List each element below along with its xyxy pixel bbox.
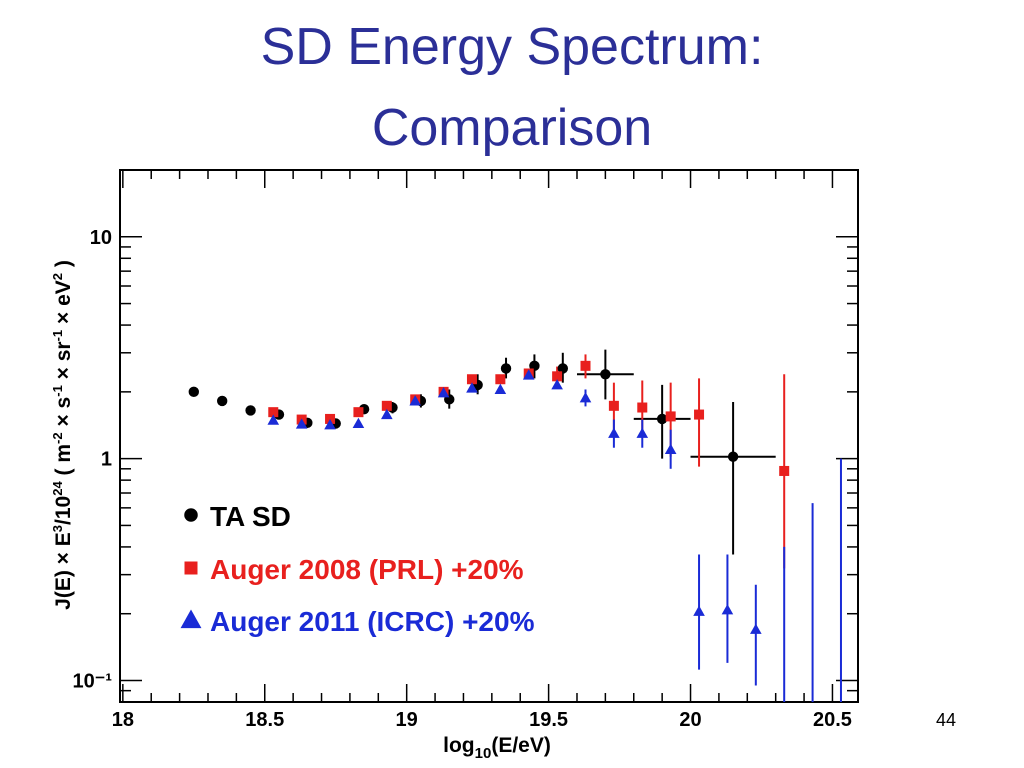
x-tick-label: 19 (396, 709, 418, 731)
auger-2008-point (325, 413, 336, 424)
y-axis-label: J(E) × E3/1024 ( m-2 × s-1 × sr-1 × eV2 … (50, 260, 75, 610)
x-axis-label: log10(E/eV) (443, 734, 551, 762)
auger-2011-point (494, 383, 507, 394)
auger-2008-point (779, 465, 790, 476)
auger-2011-point (409, 395, 421, 406)
auger-2008-point (637, 402, 648, 413)
auger-2011-point (381, 408, 393, 420)
auger-2011-point (608, 427, 620, 438)
auger-2011-point (750, 623, 762, 634)
auger-2011-point (636, 427, 649, 438)
auger-2011-point (551, 379, 563, 390)
x-tick-label: 20.5 (813, 709, 852, 731)
slide-title-line-2: Comparison (371, 99, 653, 157)
ta-sd-point (188, 386, 199, 398)
y-tick-label: 10 (90, 227, 112, 249)
auger-2008-point (665, 411, 676, 422)
ta-sd-point (600, 369, 611, 380)
auger-2008-point (353, 407, 364, 418)
auger-2011-point (579, 392, 592, 403)
auger-2011-legend-label: Auger 2011 (ICRC) +20% (210, 606, 535, 637)
ta-sd-point (557, 363, 568, 374)
auger-2011-legend-marker (180, 609, 202, 629)
ta-sd-point (727, 451, 739, 462)
auger-2008-point (495, 374, 506, 385)
auger-2008-point (466, 374, 477, 385)
x-tick-label: 19.5 (529, 709, 568, 731)
auger-2011-point (437, 387, 450, 398)
ta-sd-point (500, 363, 512, 374)
auger-2011-point (693, 605, 705, 616)
x-tick-label: 20 (679, 709, 701, 731)
auger-2008-point (381, 400, 392, 411)
auger-2008-legend-label: Auger 2008 (PRL) +20% (210, 554, 524, 585)
plot-frame (119, 169, 859, 703)
x-tick-label: 18.5 (245, 709, 284, 731)
y-tick-label: 10⁻¹ (73, 670, 113, 692)
auger-2008-point (694, 409, 705, 420)
auger-2008-point (268, 407, 279, 418)
auger-2011-point (466, 382, 478, 393)
ta-sd-legend-label: TA SD (210, 501, 291, 532)
auger-2011-point (664, 443, 677, 454)
auger-2008-point (552, 371, 563, 382)
chart-legend: TA SD Auger 2008 (PRL) +20% Auger 2011 (IC… (180, 501, 535, 637)
auger-2011-point (352, 417, 365, 429)
x-tick-label: 18 (112, 709, 134, 731)
ta-sd-point (216, 395, 228, 407)
auger-2008-point (608, 400, 619, 411)
auger-2011-point (721, 604, 734, 615)
auger-2011-point (295, 418, 308, 429)
page-number: 44 (936, 710, 957, 730)
ta-sd-legend-marker (184, 508, 198, 522)
auger-2011-point (522, 369, 535, 380)
auger-2011-point (324, 419, 336, 430)
slide-title-line-1: SD Energy Spectrum: (260, 18, 764, 76)
y-tick-label: 1 (101, 449, 112, 471)
ta-sd-point (245, 405, 256, 416)
ta-sd-point (529, 360, 540, 372)
ta-sd-point (656, 413, 668, 425)
auger-2011-point (267, 414, 280, 425)
auger-2008-legend-marker (184, 561, 198, 575)
auger-2008-point (580, 360, 591, 371)
